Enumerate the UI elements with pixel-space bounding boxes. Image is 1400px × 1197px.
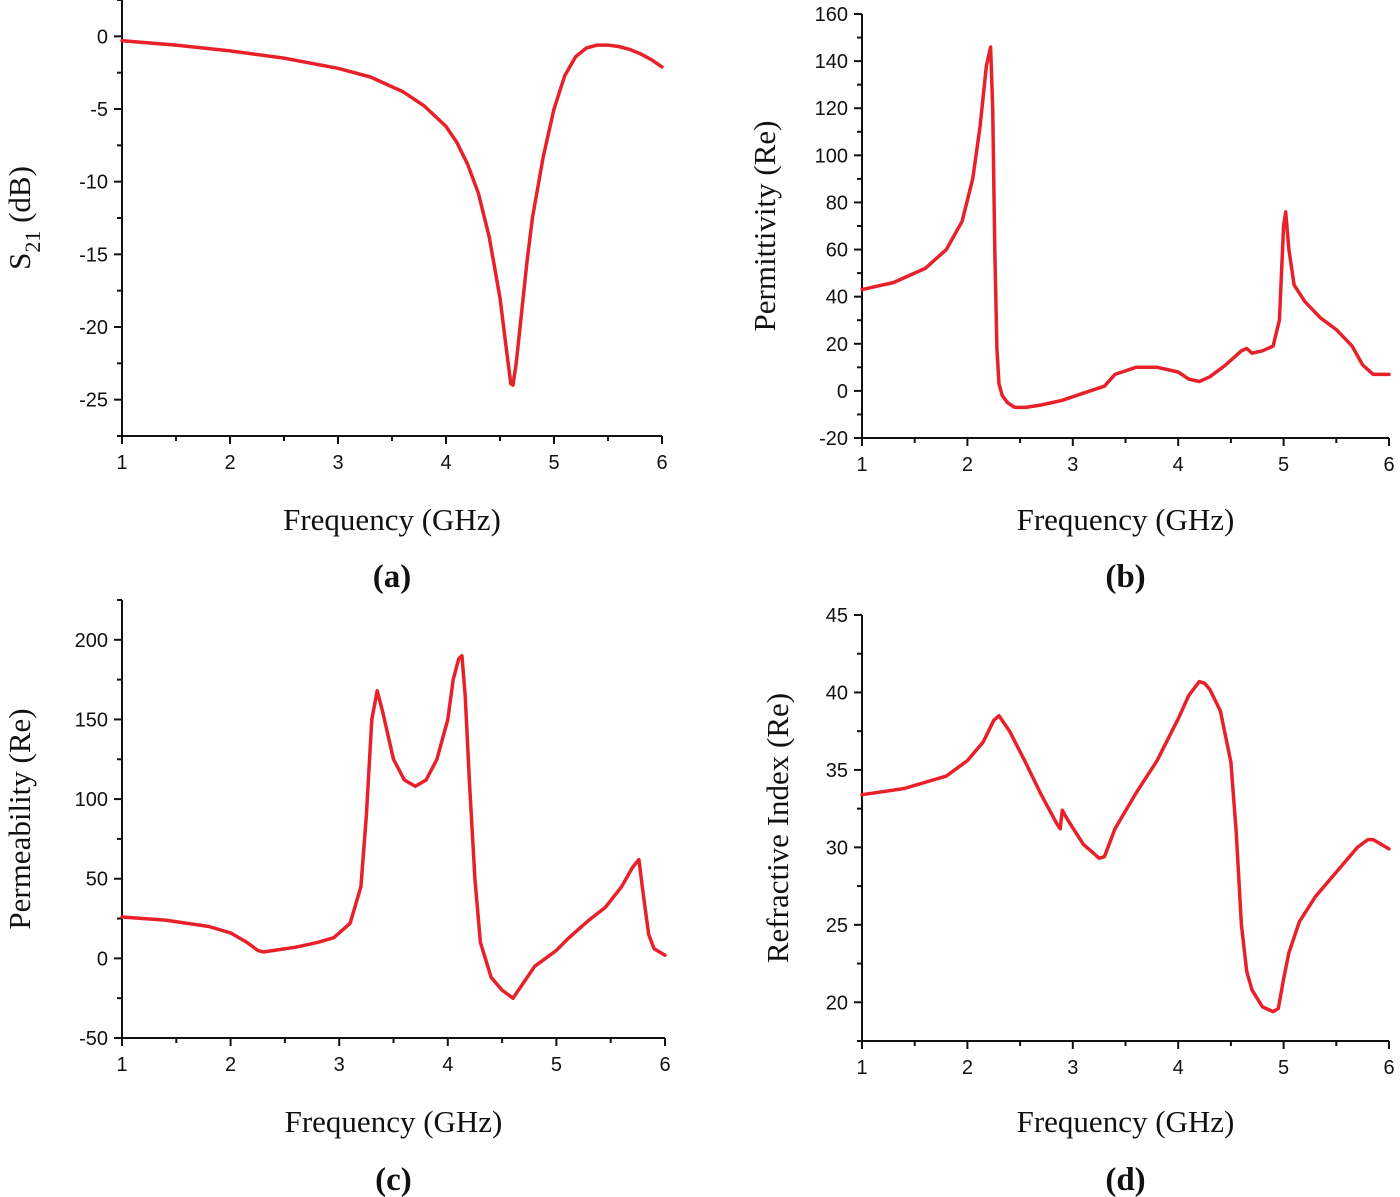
x-tick-label: 2	[225, 1054, 236, 1076]
y-axis-title: S21 (dB)	[2, 166, 45, 270]
x-tick-label: 1	[116, 452, 127, 474]
y-tick-label: -20	[79, 317, 108, 339]
y-tick-label: 20	[826, 992, 848, 1014]
y-tick-label: 200	[75, 630, 108, 652]
series-line	[120, 653, 667, 1000]
y-tick-label: 0	[97, 948, 108, 970]
y-tick-label: 0	[837, 381, 848, 403]
x-tick-label: 1	[856, 454, 867, 476]
y-tick-label: 160	[815, 4, 848, 26]
y-tick-label: -25	[79, 390, 108, 412]
panel-label: (c)	[375, 1162, 412, 1197]
x-axis-title: Frequency (GHz)	[285, 1104, 503, 1139]
x-tick-label: 6	[659, 1054, 670, 1076]
y-axis-title-main: S	[2, 253, 37, 270]
y-tick-label: 40	[826, 287, 848, 309]
x-tick-label: 1	[856, 1057, 867, 1079]
series-line	[860, 679, 1391, 1014]
x-tick-label: 6	[656, 452, 667, 474]
x-tick-label: 5	[1278, 1057, 1289, 1079]
x-tick-label: 6	[1383, 454, 1394, 476]
x-tick-label: 2	[962, 454, 973, 476]
y-tick-label: 45	[826, 605, 848, 627]
x-tick-label: 4	[442, 1054, 453, 1076]
x-tick-label: 6	[1383, 1057, 1394, 1079]
y-tick-label: 40	[826, 682, 848, 704]
x-axis-title: Frequency (GHz)	[1017, 502, 1235, 537]
y-tick-label: -50	[79, 1028, 108, 1050]
y-tick-label: -10	[79, 172, 108, 194]
y-axis-title-unit: (dB)	[2, 166, 37, 231]
y-axis-title: Refractive Index (Re)	[760, 693, 795, 963]
panel-label: (b)	[1105, 559, 1145, 595]
panel-b: 1 2 3 4 5 6 -20 0 20 40 60 80 100 120 140 160 Frequency …	[747, 4, 1395, 595]
y-tick-label: 120	[815, 98, 848, 120]
y-tick-label: 60	[826, 240, 848, 262]
y-tick-label: 140	[815, 51, 848, 73]
y-tick-label: 0	[97, 26, 108, 48]
panel-label: (a)	[373, 559, 411, 595]
x-tick-label: 2	[224, 452, 235, 474]
series-line	[120, 38, 664, 387]
y-tick-label: 30	[826, 837, 848, 859]
x-axis-title: Frequency (GHz)	[283, 502, 501, 537]
series-line	[860, 45, 1391, 410]
x-tick-label: 3	[332, 452, 343, 474]
y-tick-label: 50	[86, 869, 108, 891]
x-tick-label: 2	[962, 1057, 973, 1079]
x-tick-label: 4	[1173, 454, 1184, 476]
x-tick-label: 1	[116, 1054, 127, 1076]
panel-c: 1 2 3 4 5 6 -50 0 50 100 150 200 Frequency (GHz) Perm…	[2, 599, 671, 1197]
y-axis-title-subscript: 21	[20, 231, 45, 253]
x-tick-label: 5	[1278, 454, 1289, 476]
panel-label: (d)	[1105, 1162, 1145, 1197]
y-tick-label: 25	[826, 915, 848, 937]
x-tick-label: 5	[548, 452, 559, 474]
x-tick-label: 3	[1067, 1057, 1078, 1079]
x-tick-label: 5	[551, 1054, 562, 1076]
y-tick-label: 150	[75, 709, 108, 731]
x-axis-title: Frequency (GHz)	[1017, 1104, 1235, 1139]
y-tick-label: -5	[90, 99, 108, 121]
y-tick-label: 100	[75, 789, 108, 811]
y-axis-title: Permeability (Re)	[2, 708, 37, 929]
y-axis-title: Permittivity (Re)	[747, 121, 782, 332]
y-tick-label: 35	[826, 760, 848, 782]
x-tick-label: 4	[1173, 1057, 1184, 1079]
y-tick-label: -15	[79, 244, 108, 266]
y-tick-label: 80	[826, 192, 848, 214]
y-tick-label: -20	[819, 428, 848, 450]
x-tick-label: 4	[440, 452, 451, 474]
panel-a: 1 2 3 4 5 6 0 -5 -10 -15 -20 -25 Frequency (GHz) S21 …	[2, 0, 668, 595]
x-tick-label: 3	[334, 1054, 345, 1076]
y-tick-label: 100	[815, 145, 848, 167]
y-tick-label: 20	[826, 334, 848, 356]
x-tick-label: 3	[1067, 454, 1078, 476]
